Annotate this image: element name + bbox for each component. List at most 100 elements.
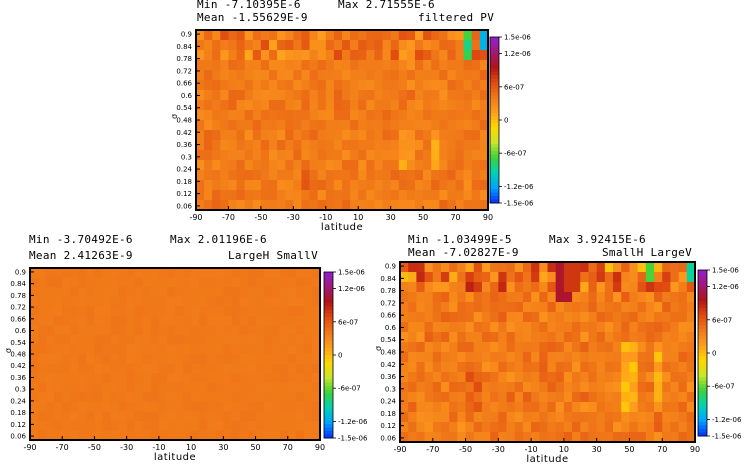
heatmap-cell <box>277 160 286 171</box>
colorbar-segment <box>490 95 499 100</box>
heatmap-cell <box>199 296 208 307</box>
colorbar-segment <box>490 78 499 83</box>
heatmap-cell <box>415 190 424 201</box>
heatmap-cell <box>547 392 557 403</box>
heatmap-cell <box>277 80 286 91</box>
colorbar-tick-label: -1.2e-06 <box>712 416 742 424</box>
heatmap-cell <box>416 372 426 383</box>
heatmap-cell <box>86 430 96 441</box>
x-tick-label: 30 <box>592 445 602 454</box>
heatmap-cell <box>70 344 79 355</box>
heatmap-cell <box>481 322 491 333</box>
heatmap-cell <box>416 282 426 293</box>
heatmap-cell <box>555 382 565 393</box>
heatmap-cell <box>204 100 213 111</box>
heatmap-cell <box>301 110 311 121</box>
heatmap-cell <box>247 373 257 384</box>
heatmap-cell <box>269 180 278 191</box>
heatmap-cell <box>498 422 508 433</box>
colorbar-segment <box>698 359 707 364</box>
heatmap-cell <box>317 200 327 211</box>
heatmap-cell <box>563 382 573 393</box>
y-tick-label: 0.84 <box>380 275 396 283</box>
colorbar-segment <box>698 294 707 299</box>
heatmap-cell <box>303 354 313 365</box>
heatmap-cell <box>539 362 549 373</box>
heatmap-cell <box>498 382 508 393</box>
heatmap-cell <box>670 332 680 343</box>
heatmap-cell <box>191 334 200 346</box>
heatmap-cell <box>390 200 400 211</box>
heatmap-cell <box>539 402 549 413</box>
heatmap-cell <box>471 80 481 91</box>
heatmap-cell <box>506 372 516 383</box>
heatmap-cell <box>580 262 590 273</box>
heatmap-cell <box>102 334 112 346</box>
heatmap-cell <box>118 411 128 422</box>
heatmap-cell <box>309 60 319 71</box>
heatmap-cell <box>463 40 473 51</box>
heatmap-cell <box>374 170 384 181</box>
heatmap-cell <box>287 277 297 288</box>
heatmap-cell <box>158 315 168 326</box>
heatmap-cell <box>471 130 481 141</box>
heatmap-cell <box>196 170 205 181</box>
heatmap-cell <box>134 277 144 288</box>
heatmap-cell <box>126 363 136 374</box>
heatmap-cell <box>207 382 216 393</box>
heatmap-cell <box>285 60 294 71</box>
heatmap-cell <box>236 120 246 131</box>
heatmap-cell <box>223 392 232 403</box>
heatmap-cell <box>287 315 297 326</box>
heatmap-cell <box>293 180 303 191</box>
colorbar-segment <box>490 126 499 131</box>
heatmap-cell <box>223 382 232 393</box>
heatmap-cell <box>490 322 499 333</box>
heatmap-cell <box>325 100 335 111</box>
heatmap-cell <box>522 432 532 443</box>
colorbar-segment <box>324 358 333 363</box>
heatmap-cell <box>678 282 688 293</box>
heatmap-cell <box>118 315 128 326</box>
heatmap-cell <box>38 392 47 403</box>
heatmap-cell <box>629 372 639 383</box>
colorbar-segment <box>324 334 333 339</box>
heatmap-cell <box>604 332 614 343</box>
heatmap-cell <box>572 272 581 283</box>
colorbar-segment <box>698 342 707 347</box>
heatmap-cell <box>244 80 254 91</box>
heatmap-cell <box>30 268 39 279</box>
heatmap-cell <box>473 342 483 353</box>
heatmap-cell <box>30 373 39 384</box>
colorbar-segment <box>490 161 499 166</box>
heatmap-cell <box>309 110 319 121</box>
heatmap-cell <box>416 332 426 343</box>
heatmap-cell <box>293 160 303 171</box>
heatmap-cell <box>440 302 450 313</box>
heatmap-cell <box>301 200 311 211</box>
heatmap-cell <box>654 322 663 333</box>
heatmap-cell <box>287 354 297 365</box>
heatmap-cell <box>293 130 303 141</box>
heatmap-cell <box>317 120 327 131</box>
heatmap-cell <box>358 70 367 81</box>
heatmap-cell <box>204 60 213 71</box>
heatmap-cell <box>366 50 376 61</box>
heatmap-cell <box>406 140 416 151</box>
heatmap-cell <box>212 120 221 131</box>
heatmap-cell <box>212 30 221 41</box>
heatmap-cell <box>358 40 367 51</box>
heatmap-cell <box>285 200 294 211</box>
heatmap-cell <box>38 306 47 317</box>
heatmap-cell <box>191 354 200 365</box>
heatmap-cell <box>78 296 87 307</box>
heatmap-cell <box>465 272 475 283</box>
heatmap-cell <box>473 372 483 383</box>
y-tick-label: 0.06 <box>10 433 26 441</box>
y-tick-label: 0.66 <box>380 312 396 320</box>
heatmap-cell <box>522 402 532 413</box>
heatmap-cell <box>678 352 688 363</box>
heatmap-cell <box>621 302 631 313</box>
heatmap-cell <box>311 354 321 365</box>
heatmap-cell <box>506 292 516 303</box>
